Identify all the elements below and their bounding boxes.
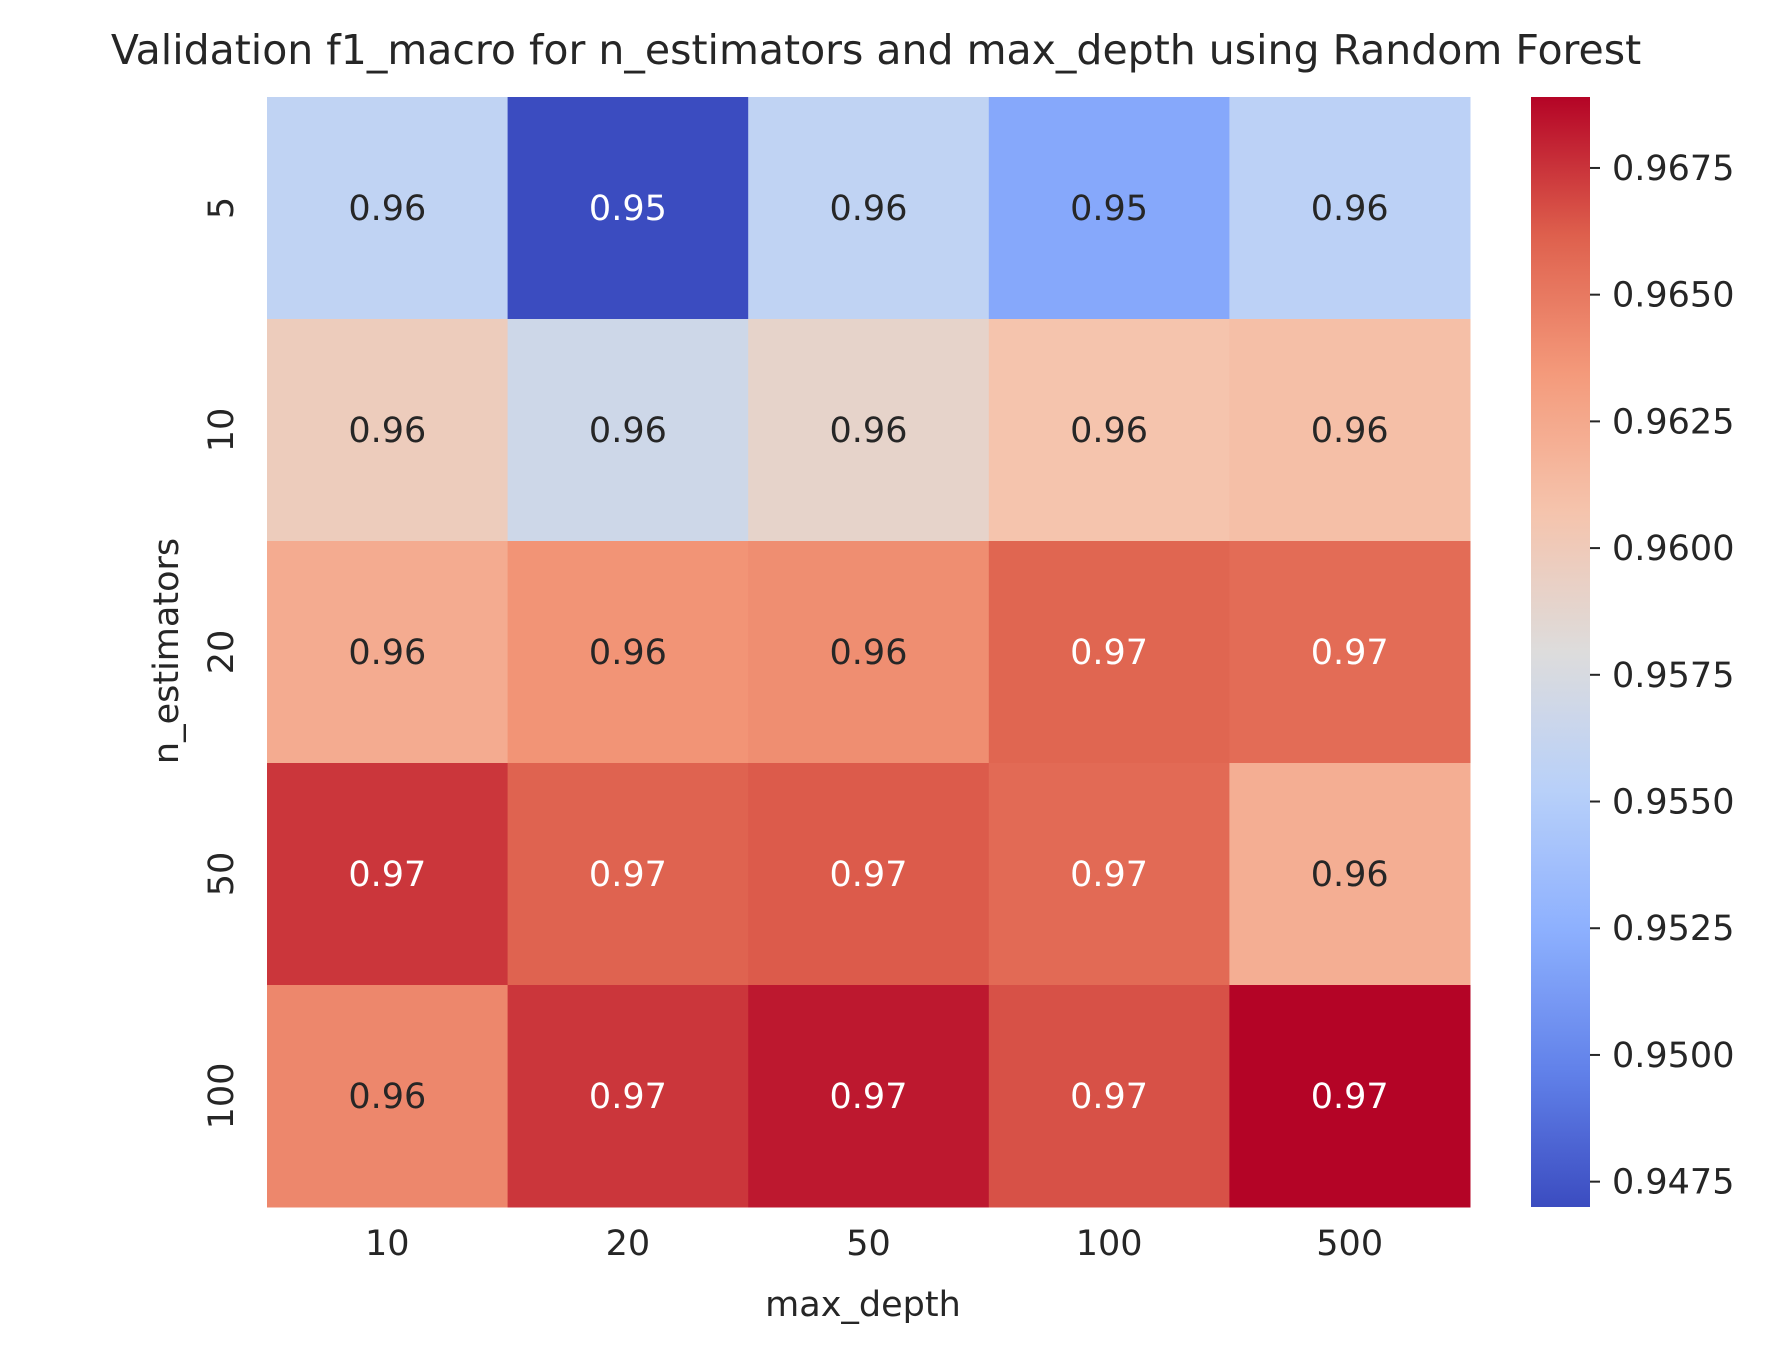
heatmap-cell bbox=[267, 541, 509, 764]
colorbar-tick-label: 0.9525 bbox=[1612, 909, 1734, 949]
x-tick-label: 20 bbox=[606, 1224, 651, 1264]
heatmap-cell bbox=[988, 97, 1230, 320]
cell-value-label: 0.96 bbox=[348, 411, 426, 451]
cell-value-label: 0.97 bbox=[830, 1077, 908, 1117]
cell-value-label: 0.97 bbox=[589, 1077, 667, 1117]
heatmap-cell bbox=[507, 97, 749, 320]
cell-value-label: 0.97 bbox=[1070, 855, 1148, 895]
heatmap-cell bbox=[507, 763, 749, 986]
cell-value-label: 0.97 bbox=[589, 855, 667, 895]
heatmap-cell bbox=[507, 541, 749, 764]
heatmap-cell bbox=[988, 319, 1230, 542]
x-tick-label: 100 bbox=[1076, 1224, 1143, 1264]
heatmap-cell bbox=[748, 541, 990, 764]
colorbar: 0.9475 0.9500 0.9525 0.9550 0.9575 0.9600 0.96… bbox=[1531, 97, 1734, 1207]
colorbar-ticks: 0.9475 0.9500 0.9525 0.9550 0.9575 0.9600 0.96… bbox=[1590, 149, 1734, 1203]
colorbar-gradient bbox=[1531, 97, 1590, 1207]
cell-value-label: 0.97 bbox=[1311, 1077, 1389, 1117]
heatmap-cell bbox=[1229, 541, 1471, 764]
cell-value-label: 0.96 bbox=[589, 411, 667, 451]
cell-value-label: 0.96 bbox=[1070, 411, 1148, 451]
heatmap-cell bbox=[267, 97, 509, 320]
x-tick-label: 500 bbox=[1316, 1224, 1383, 1264]
cell-value-label: 0.96 bbox=[830, 189, 908, 229]
colorbar-tick-label: 0.9600 bbox=[1612, 529, 1734, 569]
cell-value-label: 0.97 bbox=[348, 855, 426, 895]
cell-value-label: 0.96 bbox=[348, 633, 426, 673]
heatmap-cells bbox=[267, 97, 1471, 1208]
y-tick-label: 100 bbox=[202, 1063, 242, 1130]
heatmap-cell bbox=[1229, 319, 1471, 542]
heatmap-cell bbox=[988, 541, 1230, 764]
cell-value-label: 0.97 bbox=[1311, 633, 1389, 673]
cell-value-label: 0.96 bbox=[589, 633, 667, 673]
heatmap-cell bbox=[1229, 985, 1471, 1208]
cell-value-label: 0.97 bbox=[830, 855, 908, 895]
heatmap-cell bbox=[267, 763, 509, 986]
x-tick-label: 50 bbox=[846, 1224, 891, 1264]
y-tick-label: 5 bbox=[202, 197, 242, 219]
colorbar-tick-label: 0.9475 bbox=[1612, 1163, 1734, 1203]
heatmap-cell bbox=[748, 763, 990, 986]
heatmap-cell bbox=[1229, 763, 1471, 986]
cell-value-label: 0.97 bbox=[1070, 1077, 1148, 1117]
heatmap-annotations: 0.96 0.95 0.96 0.95 0.96 0.96 0.96 0.96 0.96 0.96… bbox=[348, 189, 1388, 1117]
x-axis-label: max_depth bbox=[765, 1285, 961, 1325]
colorbar-tick-label: 0.9625 bbox=[1612, 402, 1734, 442]
cell-value-label: 0.96 bbox=[830, 411, 908, 451]
heatmap-cell bbox=[988, 985, 1230, 1208]
cell-value-label: 0.95 bbox=[589, 189, 667, 229]
colorbar-tick-label: 0.9575 bbox=[1612, 656, 1734, 696]
heatmap-cell bbox=[748, 985, 990, 1208]
heatmap-cell bbox=[507, 319, 749, 542]
chart-title: Validation f1_macro for n_estimators and… bbox=[111, 26, 1641, 74]
y-axis-ticks: 5 10 20 50 100 bbox=[202, 197, 242, 1130]
cell-value-label: 0.96 bbox=[1311, 189, 1389, 229]
colorbar-tick-label: 0.9675 bbox=[1612, 149, 1734, 189]
y-axis-label: n_estimators bbox=[147, 538, 187, 764]
cell-value-label: 0.96 bbox=[1311, 855, 1389, 895]
heatmap-cell bbox=[507, 985, 749, 1208]
cell-value-label: 0.97 bbox=[1070, 633, 1148, 673]
heatmap-cell bbox=[748, 319, 990, 542]
heatmap-cell bbox=[267, 985, 509, 1208]
cell-value-label: 0.95 bbox=[1070, 189, 1148, 229]
cell-value-label: 0.96 bbox=[348, 189, 426, 229]
colorbar-tick-label: 0.9500 bbox=[1612, 1036, 1734, 1076]
heatmap-cell bbox=[267, 319, 509, 542]
x-tick-label: 10 bbox=[365, 1224, 410, 1264]
cell-value-label: 0.96 bbox=[348, 1077, 426, 1117]
x-axis-ticks: 10 20 50 100 500 bbox=[365, 1224, 1383, 1264]
colorbar-tick-label: 0.9550 bbox=[1612, 783, 1734, 823]
y-tick-label: 20 bbox=[202, 630, 242, 675]
y-tick-label: 10 bbox=[202, 408, 242, 453]
colorbar-tick-label: 0.9650 bbox=[1612, 276, 1734, 316]
y-tick-label: 50 bbox=[202, 852, 242, 897]
heatmap-cell bbox=[1229, 97, 1471, 320]
heatmap-cell bbox=[748, 97, 990, 320]
heatmap-cell bbox=[988, 763, 1230, 986]
cell-value-label: 0.96 bbox=[1311, 411, 1389, 451]
cell-value-label: 0.96 bbox=[830, 633, 908, 673]
